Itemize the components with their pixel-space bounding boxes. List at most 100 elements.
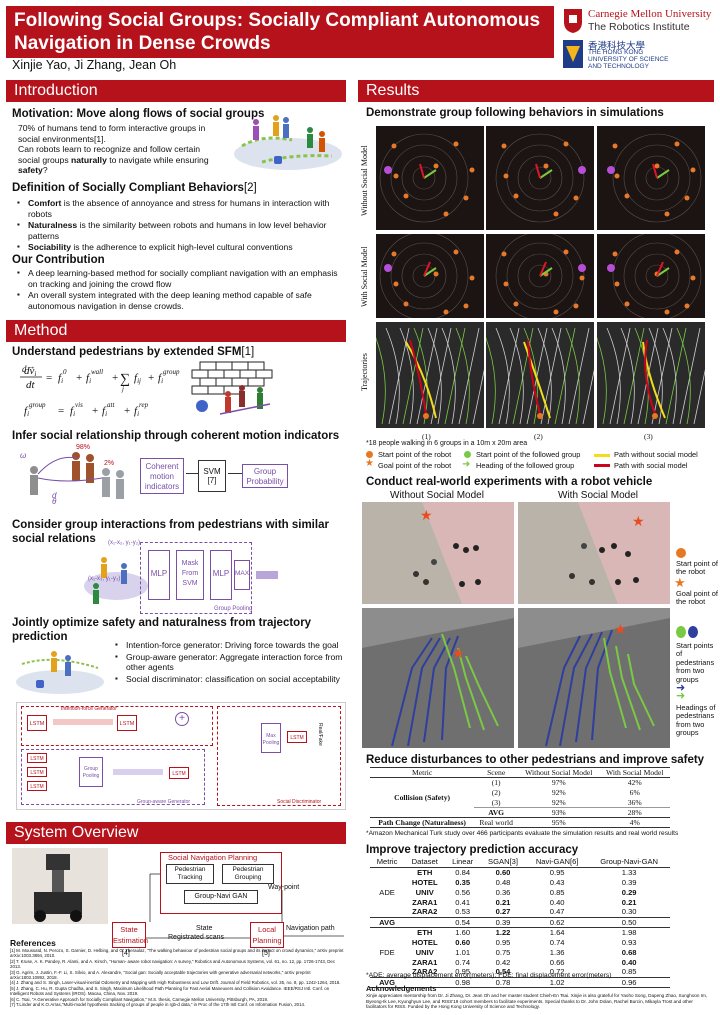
text-run-bold: safety	[18, 165, 43, 176]
table-cell: 0.41	[455, 897, 471, 907]
table-cell: 1.64	[549, 927, 565, 937]
table-cell: ZARA2	[412, 967, 438, 977]
table-cell: 0.74	[549, 937, 565, 947]
trajectory-panel	[486, 322, 594, 428]
table-cell: 0.21	[621, 897, 637, 907]
svg-text:d: d	[52, 491, 57, 500]
arrow-to-probability	[228, 473, 242, 474]
svg-text:+: +	[92, 405, 98, 417]
references-title: References	[10, 938, 56, 948]
reference-item: [5] J. Zhang, C. Hu, R. Gupta Chadha, an…	[10, 985, 330, 997]
title-line: Consider group interactions from pedestr…	[12, 519, 329, 531]
motivation-title: Motivation: Move along flows of social g…	[12, 108, 265, 120]
table-cell: 0.84	[455, 867, 471, 877]
svg-text:θ: θ	[52, 497, 57, 504]
table-cell: 0.98	[455, 977, 471, 987]
table-cell: 93%	[551, 808, 566, 817]
text-run: social groups	[18, 154, 72, 165]
title-line-2: Navigation in Dense Crowds	[14, 33, 271, 54]
row-label-with: With Social Model	[360, 246, 369, 308]
demo-title: Demonstrate group following behaviors in…	[366, 107, 664, 119]
table-cell: AVG	[488, 808, 505, 817]
generator-item: Intention-force generator: Driving force…	[112, 640, 348, 651]
table-cell: ZARA1	[412, 957, 438, 967]
table-cell: 4%	[629, 818, 640, 827]
pedestrian-tracking-box: Pedestrian Tracking	[166, 864, 214, 884]
svg-text:★: ★	[632, 513, 645, 529]
real-trajectory-with: ★	[518, 608, 670, 748]
real-trajectory-without: ★	[362, 608, 514, 748]
table-header: Linear	[452, 857, 474, 867]
authors: Xinjie Yao, Ji Zhang, Jean Oh	[12, 58, 177, 72]
system-arrows	[146, 873, 344, 939]
table-cell: HOTEL	[411, 937, 438, 947]
table-cell: 0.72	[549, 967, 565, 977]
table-cell: 1.98	[621, 927, 637, 937]
registered-scans-label: Registrated scans	[168, 934, 225, 941]
waypoint-label: Way-point	[268, 884, 300, 891]
svg-text:d→: d→	[22, 361, 36, 374]
yellow-line-icon	[594, 454, 610, 457]
table-cell: 0.36	[495, 887, 511, 897]
table-cell: 0.85	[621, 967, 637, 977]
svg-text:★: ★	[452, 645, 465, 661]
cmu-seal-icon	[564, 9, 582, 33]
title-line: prediction	[12, 631, 68, 643]
table-row: ZARA1 0.41 0.21 0.40 0.21	[370, 897, 670, 907]
avg-label: AVG	[379, 977, 396, 987]
motivation-line: social environments[1].	[18, 133, 106, 144]
svg-text:★: ★	[614, 621, 627, 637]
table-cell: 0.96	[621, 977, 637, 987]
table-cell: 0.93	[621, 937, 637, 947]
motivation-line: safety?	[18, 165, 228, 176]
green-arrow-icon: ➜	[676, 690, 686, 702]
coord-label-2: (x₁-x₃, y₁-y₃)	[88, 576, 121, 582]
disturbance-table: Metric Scene Without Social Model With S…	[370, 767, 670, 828]
table-cell: 1.36	[549, 947, 565, 957]
metric-label: ADE	[379, 887, 395, 897]
probability-high: 98%	[76, 444, 91, 451]
table-header: SGAN[3]	[488, 857, 518, 867]
legend-path-with: Path with social model	[614, 461, 688, 470]
amt-note: *Amazon Mechanical Turk study over 466 p…	[366, 830, 679, 837]
system-overview-header: System Overview	[6, 822, 346, 844]
acknowledgements-text: Xinjie appreciates mentorship from Dr. J…	[366, 993, 708, 1010]
svg-text:∑: ∑	[120, 372, 130, 387]
simulation-panel	[376, 126, 484, 230]
hkust-logo: 香港科技大學 THE HONG KONG UNIVERSITY OF SCIEN…	[560, 38, 720, 72]
cmu-logo: Carnegie Mellon University The Robotics …	[560, 6, 720, 36]
probability-low: 2%	[104, 460, 115, 467]
legend-start-robot: Start point of the robot	[378, 450, 452, 459]
reference-item: [2] T. Kruse, A. K. Pandey, R. Alami, an…	[10, 958, 336, 970]
table-cell: 0.95	[495, 937, 511, 947]
svg-text:j: j	[121, 385, 124, 393]
table-cell: 0.29	[621, 887, 637, 897]
table-cell: ZARA2	[412, 907, 438, 917]
table-cell: 1.22	[495, 927, 511, 937]
hkust-line-2: UNIVERSITY OF SCIENCE	[588, 56, 669, 63]
real-with-label: With Social Model	[558, 490, 639, 501]
title-line: Jointly optimize safety and naturalness …	[12, 617, 312, 629]
mask-box: Mask From SVM	[176, 550, 204, 600]
svg-text:+: +	[148, 372, 154, 384]
table-row: ZARA1 0.74 0.42 0.66 0.40	[370, 957, 670, 967]
real-photo-without: ★	[362, 502, 514, 604]
definition-title: Definition of Socially Compliant Behavio…	[12, 182, 257, 194]
table-cell: 92%	[551, 788, 566, 797]
cmu-subtitle: The Robotics Institute	[588, 21, 690, 33]
intention-generator-label: Intention-force Generator	[61, 706, 117, 712]
hkust-line-3: AND TECHNOLOGY	[588, 63, 649, 70]
svg-text:fivis: fivis	[70, 401, 83, 418]
reference-item: [6] C. Tsai, "A Generative Approach for …	[10, 996, 269, 1002]
text-run-bold: naturally	[71, 154, 107, 165]
svg-text:fiwall: fiwall	[86, 368, 103, 385]
sum-node-icon: +	[175, 712, 189, 726]
svg-text:+: +	[124, 405, 130, 417]
table-cell: 1.01	[455, 947, 471, 957]
group-aware-generator-frame	[21, 749, 205, 805]
real-without-label: Without Social Model	[390, 490, 484, 501]
table-cell: 6%	[629, 788, 640, 797]
table-cell: 1.60	[455, 927, 471, 937]
row-label-without: Without Social Model	[360, 145, 369, 217]
table-row: HOTEL 0.60 0.95 0.74 0.93	[370, 937, 670, 947]
